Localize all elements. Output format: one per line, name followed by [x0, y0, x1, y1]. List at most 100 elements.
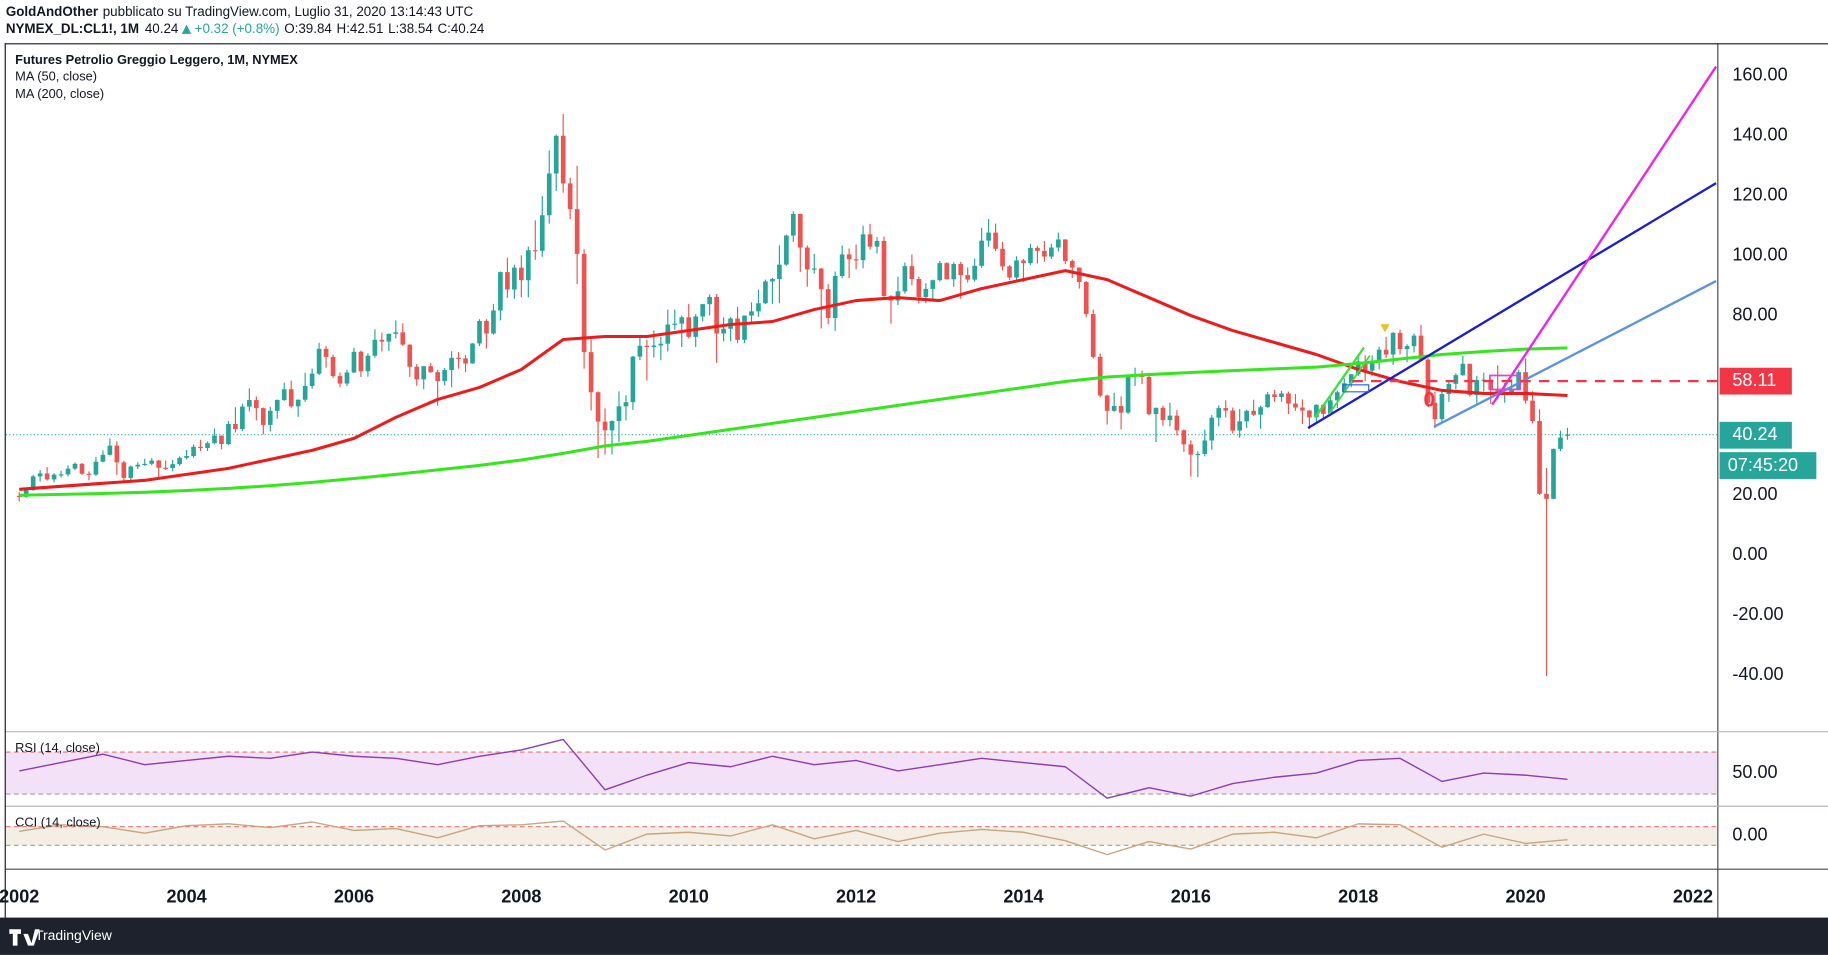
- candle-body: [205, 443, 210, 448]
- candle-body: [1293, 403, 1298, 408]
- candle-body: [260, 408, 266, 425]
- candle-body: [428, 366, 434, 373]
- candle-body: [1516, 372, 1521, 390]
- candle-body: [1467, 363, 1473, 395]
- candle-body: [1300, 407, 1305, 411]
- candle-body: [930, 280, 936, 289]
- candle-body: [456, 357, 461, 359]
- author: GoldAndOther: [6, 3, 99, 18]
- candle-body: [553, 135, 559, 174]
- candle-body: [323, 348, 329, 357]
- candle-body: [532, 250, 538, 252]
- candle-body: [951, 264, 957, 280]
- candle-body: [142, 463, 148, 466]
- candle-body: [825, 289, 831, 318]
- candle-body: [1551, 448, 1556, 499]
- candle-body: [198, 446, 203, 448]
- candle-body: [505, 272, 510, 290]
- publish-line: GoldAndOther pubblicato su TradingView.co…: [6, 3, 474, 18]
- price-line-label: 58.11: [1732, 370, 1776, 390]
- candle-body: [1355, 361, 1361, 375]
- candle-body: [442, 370, 447, 382]
- candle-body: [372, 339, 378, 356]
- candle-body: [247, 400, 252, 407]
- x-tick-label: 2016: [1171, 887, 1211, 907]
- candle-body: [1202, 440, 1208, 454]
- candle-body: [965, 275, 971, 280]
- candle-body: [791, 213, 796, 236]
- candle-body: [254, 400, 259, 409]
- last-price-box: [1719, 421, 1792, 449]
- candle-body: [581, 253, 587, 353]
- candle-body: [1118, 406, 1124, 413]
- candle-body: [832, 276, 838, 318]
- candle-body: [1418, 335, 1424, 360]
- up-arrow: [181, 24, 192, 34]
- candle-body: [630, 356, 636, 403]
- footer-bar: [0, 917, 1828, 955]
- x-tick-label: 2008: [501, 887, 541, 907]
- candle-body: [1453, 375, 1459, 384]
- candle-body: [212, 435, 217, 444]
- candle-body: [693, 316, 699, 337]
- candle-body: [358, 351, 364, 372]
- candle-body: [651, 345, 657, 348]
- logo-icon: [9, 929, 40, 946]
- candle-body: [1035, 247, 1040, 251]
- candle-body: [1049, 247, 1054, 257]
- high: H:42.51: [337, 21, 384, 36]
- candle-body: [1523, 372, 1528, 401]
- candle-body: [1000, 248, 1005, 267]
- marks: [16, 113, 1570, 856]
- labels: Futures Petrolio Greggio Leggero, 1M, NY…: [0, 52, 1817, 907]
- candle-body: [818, 268, 824, 290]
- candle-body: [1174, 415, 1180, 431]
- bands: [5, 434, 1718, 846]
- candle-body: [1056, 239, 1061, 248]
- candle-body: [1432, 402, 1438, 420]
- candle-body: [1383, 349, 1389, 355]
- box-drawing: [1489, 374, 1522, 391]
- x-tick-label: 2010: [669, 887, 709, 907]
- candle-body: [1544, 493, 1549, 499]
- candle-body: [1209, 417, 1215, 441]
- candle-body: [986, 232, 991, 241]
- candle-body: [51, 474, 57, 480]
- candle-body: [546, 173, 552, 216]
- candle-body: [923, 288, 929, 297]
- band-fill: [5, 752, 1718, 795]
- candle-body: [700, 304, 706, 317]
- candle-body: [567, 183, 573, 210]
- candle-body: [114, 445, 120, 463]
- candle-body: [135, 464, 141, 467]
- symbol: NYMEX_DL:CL1!, 1M: [6, 21, 139, 36]
- candle-body: [79, 463, 85, 474]
- candle-body: [512, 267, 517, 290]
- candle-body: [560, 135, 566, 184]
- candle-body: [1188, 444, 1194, 455]
- candle-body: [588, 352, 594, 393]
- candle-body: [1014, 260, 1019, 278]
- y-tick-label: 140.00: [1732, 125, 1787, 145]
- candle-body: [1062, 239, 1068, 262]
- candle-body: [721, 328, 726, 334]
- pane-title: CCI (14, close): [15, 815, 100, 830]
- indicator-line: [19, 738, 1568, 799]
- candle-body: [386, 333, 392, 342]
- candle-body: [1314, 404, 1319, 418]
- open: O:39.84: [284, 21, 332, 36]
- candle-body: [407, 344, 413, 367]
- chart-title: Futures Petrolio Greggio Leggero, 1M, NY…: [15, 52, 298, 67]
- candle-body: [491, 310, 496, 334]
- candle-body: [902, 266, 908, 292]
- candle-body: [1397, 332, 1403, 350]
- legend-entry: MA (200, close): [15, 86, 104, 101]
- candle-body: [1028, 247, 1033, 264]
- candle-body: [379, 339, 385, 342]
- candle-body: [686, 317, 692, 337]
- candle-body: [295, 399, 301, 407]
- candle-body: [1083, 281, 1089, 315]
- candle-body: [958, 264, 964, 276]
